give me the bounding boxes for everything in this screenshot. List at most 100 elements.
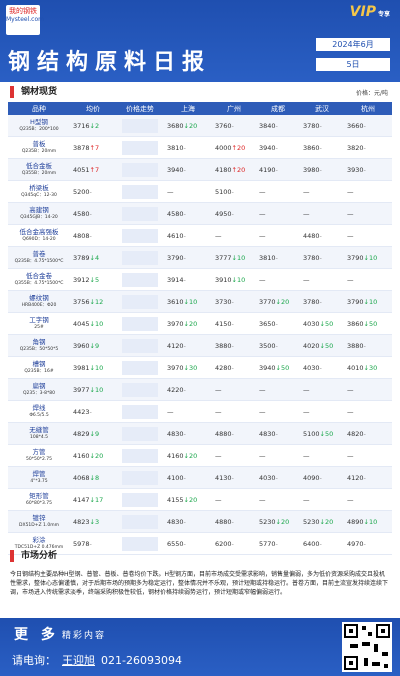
price-cell: — (212, 378, 256, 401)
price: — (303, 495, 310, 504)
price: 4280 (215, 363, 232, 372)
price: 3981 (73, 363, 90, 372)
change: - (183, 143, 186, 152)
price-cell: — (164, 180, 212, 203)
change: ↓4 (89, 253, 100, 262)
change: - (363, 165, 366, 174)
price-cell: 5978- (70, 532, 116, 555)
price: — (167, 407, 174, 416)
price-cell: 3878↑7 (70, 136, 116, 159)
change: ↓20 (183, 121, 198, 130)
change: - (275, 473, 278, 482)
contact: 请电询： 王迎旭 021-26093094 (12, 652, 182, 668)
product-name: 槽钢 (32, 360, 46, 368)
price: 4190 (259, 165, 276, 174)
price-cell: 5770- (256, 532, 300, 555)
change: ↓20 (183, 319, 198, 328)
price: 3790 (347, 297, 364, 306)
trend-cell (116, 202, 164, 225)
change: ↑20 (231, 143, 246, 152)
price: — (259, 451, 266, 460)
price: 5230 (303, 517, 320, 526)
price: — (303, 385, 310, 394)
price: 4480 (303, 231, 320, 240)
change: ↓10 (89, 363, 104, 372)
price: 4030 (303, 363, 320, 372)
price-cell: 4808- (70, 224, 116, 247)
table-row: 高建钢 Q345GJB：14-20 4580- 4580- 4950- — — — (8, 202, 392, 225)
price-cell: 3910↓10 (212, 268, 256, 291)
price: 4823 (73, 517, 90, 526)
trend-cell (116, 224, 164, 247)
price-cell: — (256, 378, 300, 401)
price: 3810 (167, 143, 184, 152)
day: 5日 (316, 58, 390, 71)
change: - (363, 539, 366, 548)
price: 3760 (215, 121, 232, 130)
change: - (183, 539, 186, 548)
product-spec: Q355B：4.75*1500*C (14, 281, 64, 286)
product-cell: 螺纹钢 HRB400E：Φ20 (8, 290, 70, 313)
price: 4100 (167, 473, 184, 482)
price-cell: — (344, 400, 392, 423)
change: - (183, 517, 186, 526)
price-cell: 3977↓10 (70, 378, 116, 401)
price-cell: 4180↑20 (212, 158, 256, 181)
trend-box (122, 118, 158, 133)
price-cell: 4030- (256, 466, 300, 489)
product-spec: HRB400E：Φ20 (21, 303, 57, 308)
price: 5978 (73, 539, 90, 548)
change: - (275, 539, 278, 548)
table-row: 桥梁板 Q345qC：12-30 5200- —5100- — — — (8, 180, 392, 203)
product-name: 普卷 (32, 250, 46, 258)
price: 4180 (215, 165, 232, 174)
price: — (215, 231, 222, 240)
price-cell: 3810- (164, 136, 212, 159)
price-cell: 3610↓10 (164, 290, 212, 313)
product-cell: 槽钢 Q235B：16# (8, 356, 70, 379)
price-cell: 3660- (344, 115, 392, 137)
price-cell: 4220- (164, 378, 212, 401)
price-cell: 5230↓20 (256, 510, 300, 533)
price: 3860 (347, 319, 364, 328)
change: - (319, 363, 322, 372)
change: - (275, 319, 278, 328)
change: - (89, 407, 92, 416)
price-cell: 4580- (70, 202, 116, 225)
product-spec: Q235B：50*50*5 (19, 347, 59, 352)
change: - (89, 209, 92, 218)
price: 4830 (167, 429, 184, 438)
price-cell: — (256, 488, 300, 511)
change: ↓9 (89, 429, 100, 438)
price-cell: 3930- (344, 158, 392, 181)
trend-box (122, 470, 158, 485)
change: - (183, 209, 186, 218)
trend-cell (116, 246, 164, 269)
change: - (183, 341, 186, 350)
price-cell: 3981↓10 (70, 356, 116, 379)
price-cell: 3760- (212, 115, 256, 137)
change: - (319, 165, 322, 174)
price: 3930 (347, 165, 364, 174)
price: 4880 (215, 429, 232, 438)
price-cell: — (212, 444, 256, 467)
price-cell: 3820- (344, 136, 392, 159)
change: - (89, 539, 92, 548)
change: - (231, 517, 234, 526)
table-row: 方管 50*50*2.75 4160↓20 4160↓20— — — — (8, 444, 392, 467)
price: — (347, 451, 354, 460)
price: 3860 (303, 143, 320, 152)
price-cell: — (300, 400, 344, 423)
change: ↓20 (275, 517, 290, 526)
table-row: 低合金卷 Q355B：4.75*1500*C 3912↓5 3914- 3910↓10—… (8, 268, 392, 291)
change: ↓20 (319, 517, 334, 526)
price-cell: — (212, 224, 256, 247)
price: 3820 (347, 143, 364, 152)
table-row: 无缝管 108*4.5 4829↓9 4830- 4880- 4830- 5100↓50 48… (8, 422, 392, 445)
change: - (231, 473, 234, 482)
price-cell: 4120- (164, 334, 212, 357)
logo: 我的钢铁 Mysteel.com (6, 5, 44, 35)
table-row: 低合金板 Q355B：20mm 4051↑7 3940- 4180↑20 4190- 398… (8, 158, 392, 181)
product-cell: 焊线 Φ6.5/5.5 (8, 400, 70, 423)
trend-box (122, 184, 158, 199)
